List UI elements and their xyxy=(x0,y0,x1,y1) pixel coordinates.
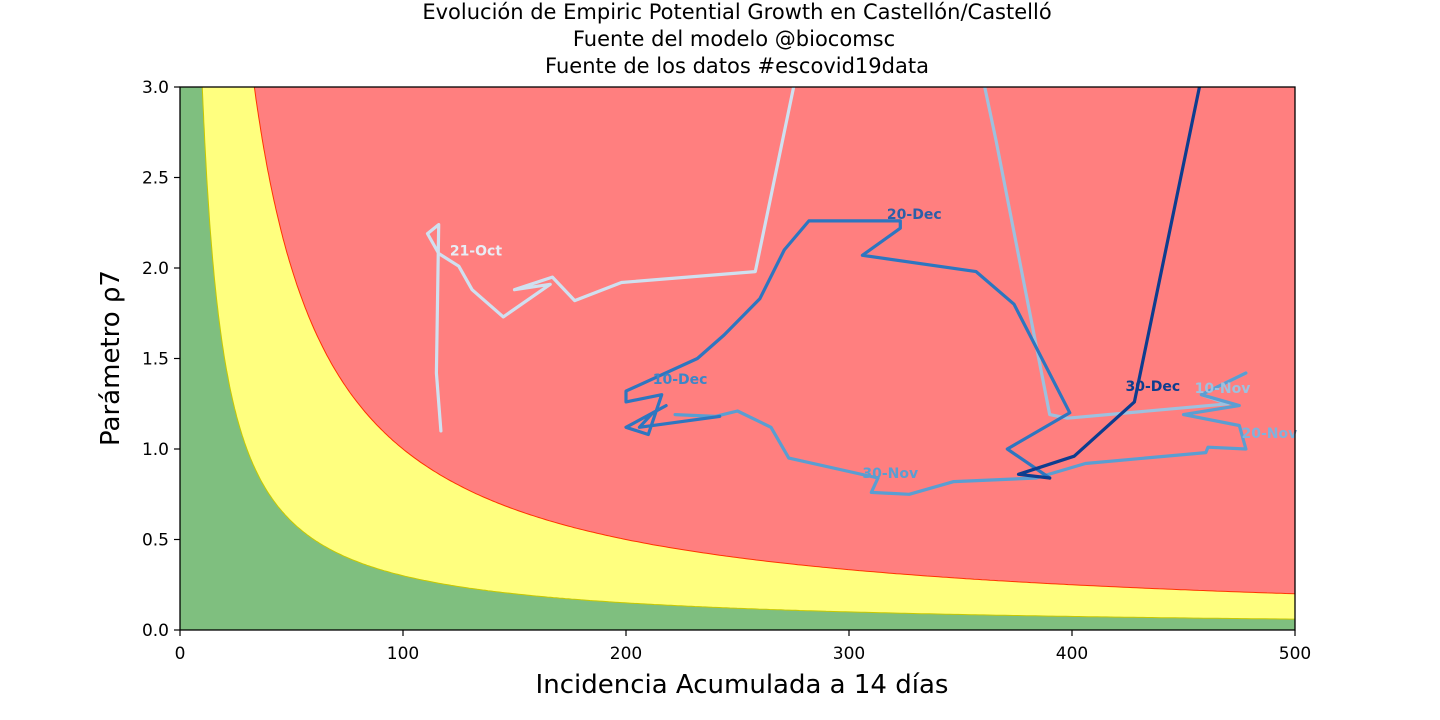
y-tick-label: 1.5 xyxy=(142,350,169,370)
region-yellow xyxy=(180,87,1295,630)
y-tick-label: 0.5 xyxy=(142,531,169,551)
date-label-3: 10-Dec xyxy=(653,372,708,388)
series-layer xyxy=(425,87,1248,496)
y-tick-label: 2.0 xyxy=(142,259,169,279)
date-label-2: 20-Dec xyxy=(887,207,942,223)
annotation-layer: 21-Oct 20-Dec 10-Dec 30-Nov 30-Dec 10-Nov 20-N… xyxy=(450,207,1297,482)
chart-title: Evolución de Empiric Potential Growth en… xyxy=(422,0,1051,78)
x-axis-label: Incidencia Acumulada a 14 días xyxy=(536,670,949,700)
date-label-5: 30-Dec xyxy=(1126,379,1181,395)
risk-regions xyxy=(180,87,1295,630)
chart-title-line-2: Fuente del modelo @biocomsc xyxy=(573,27,895,51)
y-tick-label: 2.5 xyxy=(142,169,169,189)
x-tick-label: 400 xyxy=(1056,644,1088,664)
x-tick-label: 100 xyxy=(387,644,419,664)
y-tick-label: 0.0 xyxy=(142,621,169,641)
trajectory-line-4 xyxy=(624,219,1072,480)
y-tick-label: 3.0 xyxy=(142,78,169,98)
y-tick-label: 1.0 xyxy=(142,440,169,460)
x-tick-label: 0 xyxy=(175,644,186,664)
x-tick-label: 500 xyxy=(1279,644,1311,664)
boundary-line-low xyxy=(201,87,1295,620)
x-tick-label: 300 xyxy=(833,644,865,664)
chart-title-line-3: Fuente de los datos #escovid19data xyxy=(545,54,929,78)
trajectory-line-5 xyxy=(1016,87,1202,480)
x-axis-ticks: 0 100 200 300 400 500 xyxy=(175,630,1311,664)
chart-title-line-1: Evolución de Empiric Potential Growth en… xyxy=(422,0,1051,24)
boundary-line-high xyxy=(253,87,1295,595)
y-axis-ticks: 0.0 0.5 1.0 1.5 2.0 2.5 3.0 xyxy=(142,78,180,641)
date-label-4: 30-Nov xyxy=(862,466,918,482)
x-tick-label: 200 xyxy=(610,644,642,664)
trajectory-line-1 xyxy=(425,87,796,433)
y-axis-label: Parámetro ρ7 xyxy=(96,270,126,446)
date-label-1: 21-Oct xyxy=(450,243,502,259)
region-green xyxy=(180,87,1295,630)
date-label-7: 20-Nov xyxy=(1241,426,1297,442)
date-label-6: 10-Nov xyxy=(1195,381,1251,397)
